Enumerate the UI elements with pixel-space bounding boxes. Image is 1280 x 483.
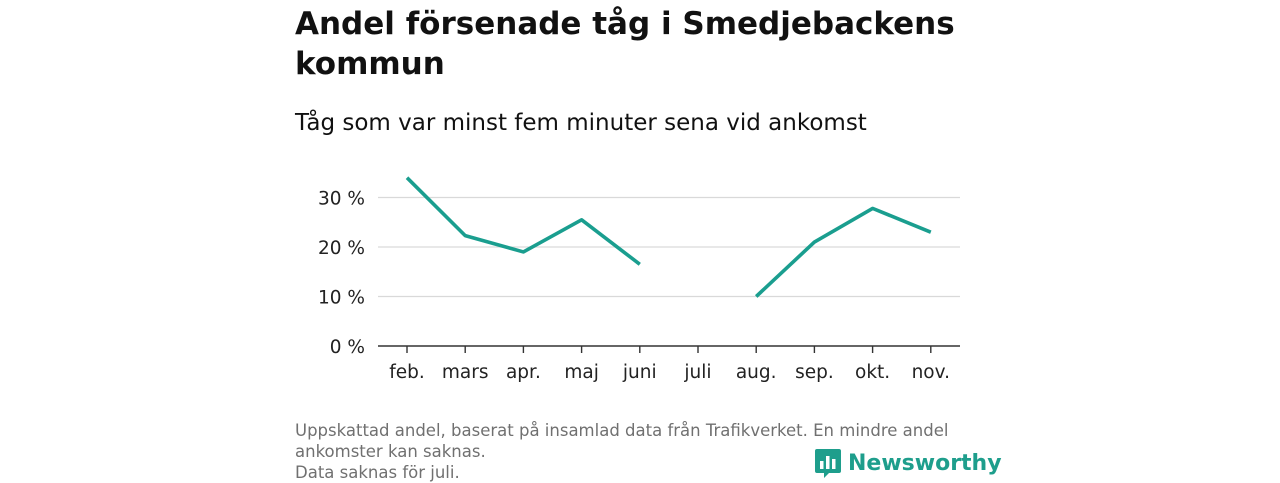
footnote-line-1: Uppskattad andel, baserat på insamlad da… [295,421,949,440]
line-chart: 0 % 10 % 20 % 30 % feb. mars apr. maj juni juli au… [318,176,960,383]
footnote-line-2: ankomster kan saknas. [295,442,486,461]
footnote-line-3: Data saknas för juli. [295,463,460,482]
footnote: Uppskattad andel, baserat på insamlad da… [295,420,995,483]
y-tick-label: 10 % [318,288,365,309]
x-tick-label: sep. [795,362,834,383]
x-tick-label: mars [442,362,489,383]
brand-name: Newsworthy [848,450,1002,476]
chart-subtitle: Tåg som var minst fem minuter sena vid a… [295,110,867,136]
series-line-segment [405,176,641,266]
y-tick-label: 0 % [330,337,365,358]
x-tick-label: aug. [736,362,777,383]
x-tick-label: juni [622,362,657,383]
x-tick-label: nov. [912,362,950,383]
bar-chart-speech-bubble-icon [815,449,841,478]
series-line-segment [754,206,932,298]
x-tick-label: juli [683,362,711,383]
newsworthy-logo: Newsworthy [814,446,1002,480]
y-tick-label: 20 % [318,238,365,259]
y-tick-label: 30 % [318,189,365,210]
x-tick-label: maj [564,362,599,383]
x-tick-label: apr. [506,362,541,383]
chart-title: Andel försenade tåg i Smedjebackens komm… [295,6,955,82]
x-tick-label: okt. [855,362,890,383]
x-tick-label: feb. [389,362,425,383]
